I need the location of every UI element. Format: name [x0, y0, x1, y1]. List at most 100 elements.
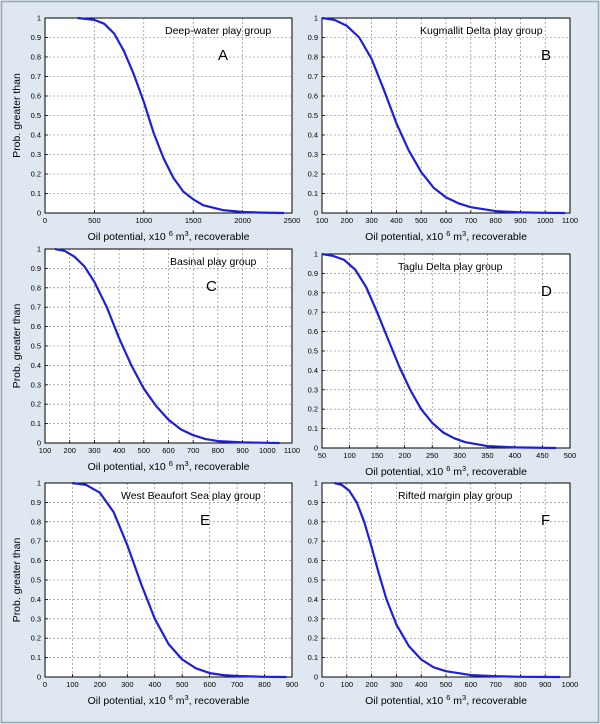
x-tick-label: 250: [426, 451, 439, 460]
y-tick-label: 0.2: [31, 634, 41, 643]
x-tick-label: 400: [149, 680, 162, 689]
x-tick-label: 300: [88, 446, 101, 455]
series-line: [321, 252, 557, 450]
panel-letter: B: [541, 47, 551, 64]
y-tick-label: 0.8: [308, 517, 318, 526]
panel-letter: A: [218, 47, 228, 64]
x-tick-label: 300: [365, 216, 378, 225]
series-line: [321, 16, 566, 215]
y-tick-label: 1: [314, 14, 318, 23]
y-tick-label: 0.2: [31, 170, 41, 179]
y-tick-label: 0.6: [308, 327, 318, 336]
x-tick-label: 1000: [537, 216, 554, 225]
x-tick-label: 900: [286, 680, 299, 689]
y-tick-label: 0.1: [308, 424, 318, 433]
panels: 0 500 1000 1500 2000 250000.10.20.30.40.50.60…: [11, 14, 578, 708]
y-tick-label: 0.3: [31, 380, 41, 389]
x-tick-label: 500: [440, 680, 453, 689]
y-tick-label: 0.8: [308, 53, 318, 62]
y-tick-label: 0.2: [31, 400, 41, 409]
y-tick-label: 0: [314, 444, 318, 453]
x-tick-label: 800: [489, 216, 502, 225]
chart-panel-f: 0 100 200 300 400 500 600 700 800 900 1000 0 0.1 0.2 0…: [308, 479, 579, 708]
x-tick-label: 300: [390, 680, 403, 689]
y-tick-label: 0.1: [308, 653, 318, 662]
axes-box: [44, 248, 293, 444]
y-tick-label: 0.6: [31, 92, 41, 101]
x-tick-label: 200: [398, 451, 411, 460]
series-line: [334, 481, 561, 679]
x-axis-label: Oil potential, x10 6 m3, recoverable: [88, 459, 250, 473]
x-tick-label: 1100: [562, 216, 578, 225]
x-tick-label: 0: [43, 680, 47, 689]
chart-panel-d: 50 100 150 200 250 300 350 400 450 500 0 0.1 0.2 0.3 0…: [308, 250, 577, 479]
panel-title: Deep-water play group: [165, 25, 271, 37]
x-tick-label: 700: [187, 446, 200, 455]
y-axis-label: Prob. greater than: [11, 304, 23, 389]
panel-title: Rifted margin play group: [398, 490, 513, 502]
panel-letter: D: [541, 283, 552, 300]
x-tick-label: 400: [509, 451, 522, 460]
x-tick-label: 150: [371, 451, 384, 460]
x-tick-label: 600: [162, 446, 175, 455]
y-tick-label: 0.9: [308, 269, 318, 278]
x-tick-label: 100: [343, 451, 356, 460]
x-tick-label: 450: [536, 451, 549, 460]
y-tick-label: 0.7: [308, 308, 318, 317]
y-tick-label: 1: [314, 250, 318, 259]
y-tick-label: 0.5: [31, 576, 41, 585]
y-tick-label: 0.3: [308, 150, 318, 159]
axes-box: [44, 17, 293, 214]
y-tick-label: 1: [37, 479, 41, 488]
y-tick-label: 0.9: [31, 33, 41, 42]
y-tick-label: 0: [314, 209, 318, 218]
y-tick-label: 0: [37, 209, 41, 218]
y-tick-label: 0.6: [308, 556, 318, 565]
x-tick-label: 100: [39, 446, 52, 455]
y-tick-label: 0.4: [31, 595, 41, 604]
y-tick-label: 0: [37, 439, 41, 448]
x-tick-label: 1000: [562, 680, 579, 689]
y-tick-label: 0.9: [31, 498, 41, 507]
y-tick-label: 0.9: [308, 33, 318, 42]
panel-title: Taglu Delta play group: [398, 261, 503, 273]
panel-letter: E: [200, 512, 210, 529]
chart-panel-c: 100 200 300 400 500 600 700 800 900 1000 1100 0 0.1 0…: [11, 245, 300, 474]
x-tick-label: 350: [481, 451, 494, 460]
chart-panel-e: 0 100 200 300 400 500 600 700 800 900 0 0.1 0.2 0.3 0.…: [11, 479, 298, 708]
y-tick-label: 0.5: [308, 111, 318, 120]
panel-title: Basinal play group: [170, 256, 257, 268]
x-tick-label: 700: [489, 680, 502, 689]
series-line: [72, 481, 287, 679]
x-tick-label: 200: [365, 680, 378, 689]
y-tick-label: 0.1: [31, 653, 41, 662]
panel-letter: C: [206, 278, 217, 295]
x-tick-label: 700: [465, 216, 478, 225]
x-tick-label: 100: [316, 216, 329, 225]
y-tick-label: 0.9: [31, 264, 41, 273]
x-tick-label: 0: [320, 680, 324, 689]
series-line: [77, 16, 285, 215]
y-tick-label: 0.8: [31, 517, 41, 526]
y-tick-label: 0.5: [308, 347, 318, 356]
x-tick-label: 600: [440, 216, 453, 225]
y-tick-label: 0.7: [31, 72, 41, 81]
x-tick-label: 600: [203, 680, 216, 689]
x-tick-label: 0: [43, 216, 47, 225]
y-tick-label: 0.5: [31, 342, 41, 351]
x-tick-label: 2500: [284, 216, 301, 225]
panel-title: Kugmallit Delta play group: [420, 25, 543, 37]
y-axis-label: Prob. greater than: [11, 73, 23, 158]
x-tick-label: 200: [63, 446, 76, 455]
x-tick-label: 500: [415, 216, 428, 225]
y-tick-label: 0.4: [308, 366, 318, 375]
panel-title: West Beaufort Sea play group: [121, 490, 261, 502]
x-tick-label: 1000: [135, 216, 152, 225]
y-tick-label: 0: [314, 673, 318, 682]
x-tick-label: 900: [236, 446, 249, 455]
axes-box: [321, 17, 571, 214]
x-tick-label: 800: [514, 680, 527, 689]
panel-letter: F: [541, 512, 550, 529]
